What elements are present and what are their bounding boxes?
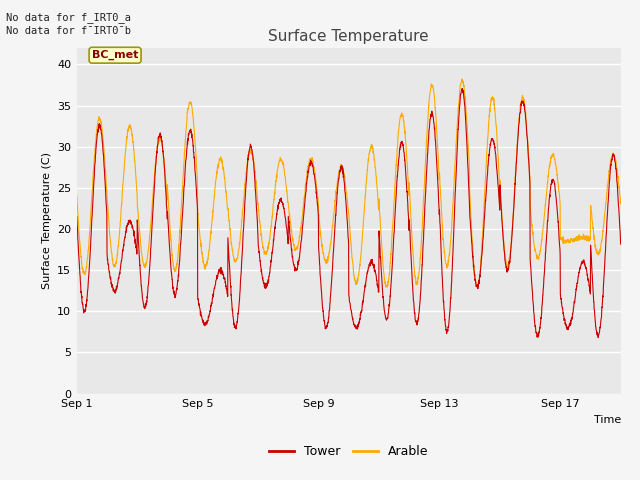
Legend: Tower, Arable: Tower, Arable (264, 440, 433, 463)
Text: No data for f¯IRT0¯b: No data for f¯IRT0¯b (6, 26, 131, 36)
Title: Surface Temperature: Surface Temperature (269, 29, 429, 44)
Text: No data for f_IRT0_a: No data for f_IRT0_a (6, 12, 131, 23)
Y-axis label: Surface Temperature (C): Surface Temperature (C) (42, 152, 52, 289)
Text: BC_met: BC_met (92, 50, 138, 60)
X-axis label: Time: Time (593, 415, 621, 425)
